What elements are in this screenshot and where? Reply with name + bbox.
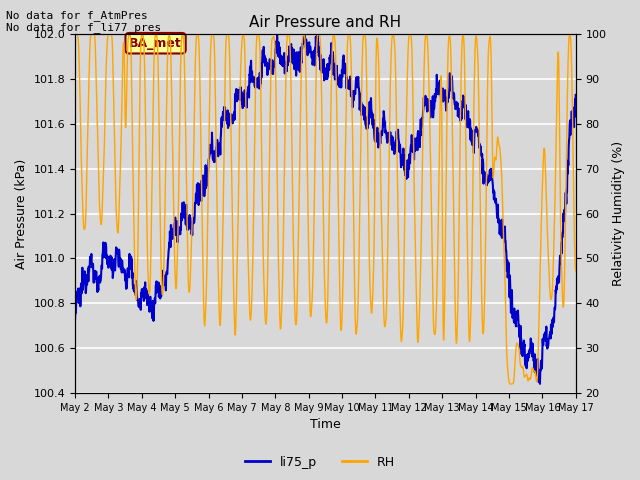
Y-axis label: Relativity Humidity (%): Relativity Humidity (%): [612, 141, 625, 286]
Text: No data for f_AtmPres
No data for f_li77_pres: No data for f_AtmPres No data for f_li77…: [6, 10, 162, 33]
Title: Air Pressure and RH: Air Pressure and RH: [250, 15, 401, 30]
Legend: li75_p, RH: li75_p, RH: [240, 451, 400, 474]
Text: BA_met: BA_met: [129, 37, 182, 50]
X-axis label: Time: Time: [310, 419, 340, 432]
Y-axis label: Air Pressure (kPa): Air Pressure (kPa): [15, 158, 28, 269]
